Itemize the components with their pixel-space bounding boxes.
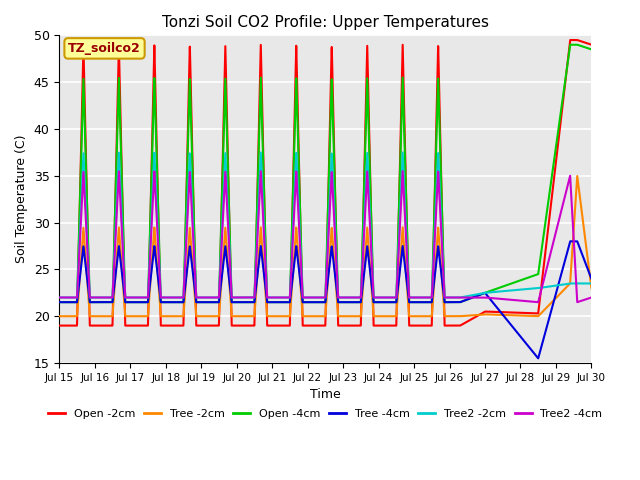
Tree -4cm (401, 266, 409, 272)
Tree -2cm (493, 312, 500, 318)
Open -2cm (56, 323, 63, 328)
Tree2 -4cm (399, 168, 406, 174)
Open -2cm (374, 323, 382, 328)
Tree2 -4cm (493, 296, 500, 301)
Open -4cm (493, 286, 500, 291)
Tree -4cm (374, 300, 382, 305)
Tree2 -2cm (399, 150, 406, 156)
Line: Open -4cm: Open -4cm (60, 45, 591, 302)
Text: TZ_soilco2: TZ_soilco2 (68, 42, 141, 55)
Tree2 -2cm (493, 289, 500, 295)
Tree -2cm (152, 246, 160, 252)
Y-axis label: Soil Temperature (C): Soil Temperature (C) (15, 135, 28, 264)
Tree2 -2cm (452, 295, 460, 300)
Tree2 -4cm (452, 295, 460, 300)
Line: Tree -2cm: Tree -2cm (60, 176, 591, 316)
Open -4cm (259, 138, 266, 144)
Open -2cm (588, 42, 595, 48)
Open -2cm (152, 111, 160, 117)
Open -2cm (452, 323, 460, 328)
Open -4cm (56, 300, 63, 305)
Tree2 -4cm (56, 295, 63, 300)
Legend: Open -2cm, Tree -2cm, Open -4cm, Tree -4cm, Tree2 -2cm, Tree2 -4cm: Open -2cm, Tree -2cm, Open -4cm, Tree -4… (44, 404, 607, 423)
Tree -2cm (56, 313, 63, 319)
Open -4cm (374, 300, 382, 305)
Tree -2cm (452, 313, 460, 319)
Tree -4cm (566, 239, 574, 244)
Tree2 -2cm (374, 295, 382, 300)
Tree -4cm (534, 356, 542, 361)
Tree -4cm (152, 257, 160, 263)
Tree -2cm (374, 313, 382, 319)
Tree2 -2cm (402, 212, 410, 218)
Open -2cm (401, 159, 409, 165)
Line: Tree -4cm: Tree -4cm (60, 241, 591, 359)
Open -4cm (152, 130, 160, 136)
Tree -4cm (259, 259, 266, 265)
Tree -4cm (56, 300, 63, 305)
Tree2 -2cm (259, 191, 266, 196)
Tree -2cm (401, 262, 409, 267)
Tree2 -4cm (374, 295, 382, 300)
Tree2 -4cm (259, 204, 266, 210)
Tree2 -2cm (56, 295, 63, 300)
Line: Open -2cm: Open -2cm (60, 40, 591, 325)
Open -2cm (493, 309, 500, 315)
Line: Tree2 -4cm: Tree2 -4cm (60, 171, 591, 302)
Tree -4cm (588, 276, 595, 282)
Tree2 -2cm (588, 281, 595, 287)
Tree -2cm (573, 173, 581, 179)
Tree -2cm (588, 285, 595, 291)
Tree -4cm (493, 304, 500, 310)
Open -4cm (401, 168, 409, 174)
Tree2 -4cm (534, 300, 542, 305)
Line: Tree2 -2cm: Tree2 -2cm (60, 153, 591, 298)
Open -4cm (452, 300, 460, 305)
Tree2 -2cm (152, 185, 160, 191)
Open -4cm (566, 42, 574, 48)
Open -2cm (259, 121, 266, 127)
Tree2 -4cm (152, 200, 160, 205)
Tree -2cm (259, 250, 266, 255)
Tree2 -4cm (588, 295, 595, 300)
Open -2cm (566, 37, 574, 43)
Tree -4cm (452, 300, 460, 305)
Tree2 -4cm (402, 223, 410, 228)
X-axis label: Time: Time (310, 388, 340, 401)
Title: Tonzi Soil CO2 Profile: Upper Temperatures: Tonzi Soil CO2 Profile: Upper Temperatur… (162, 15, 489, 30)
Open -4cm (588, 47, 595, 52)
